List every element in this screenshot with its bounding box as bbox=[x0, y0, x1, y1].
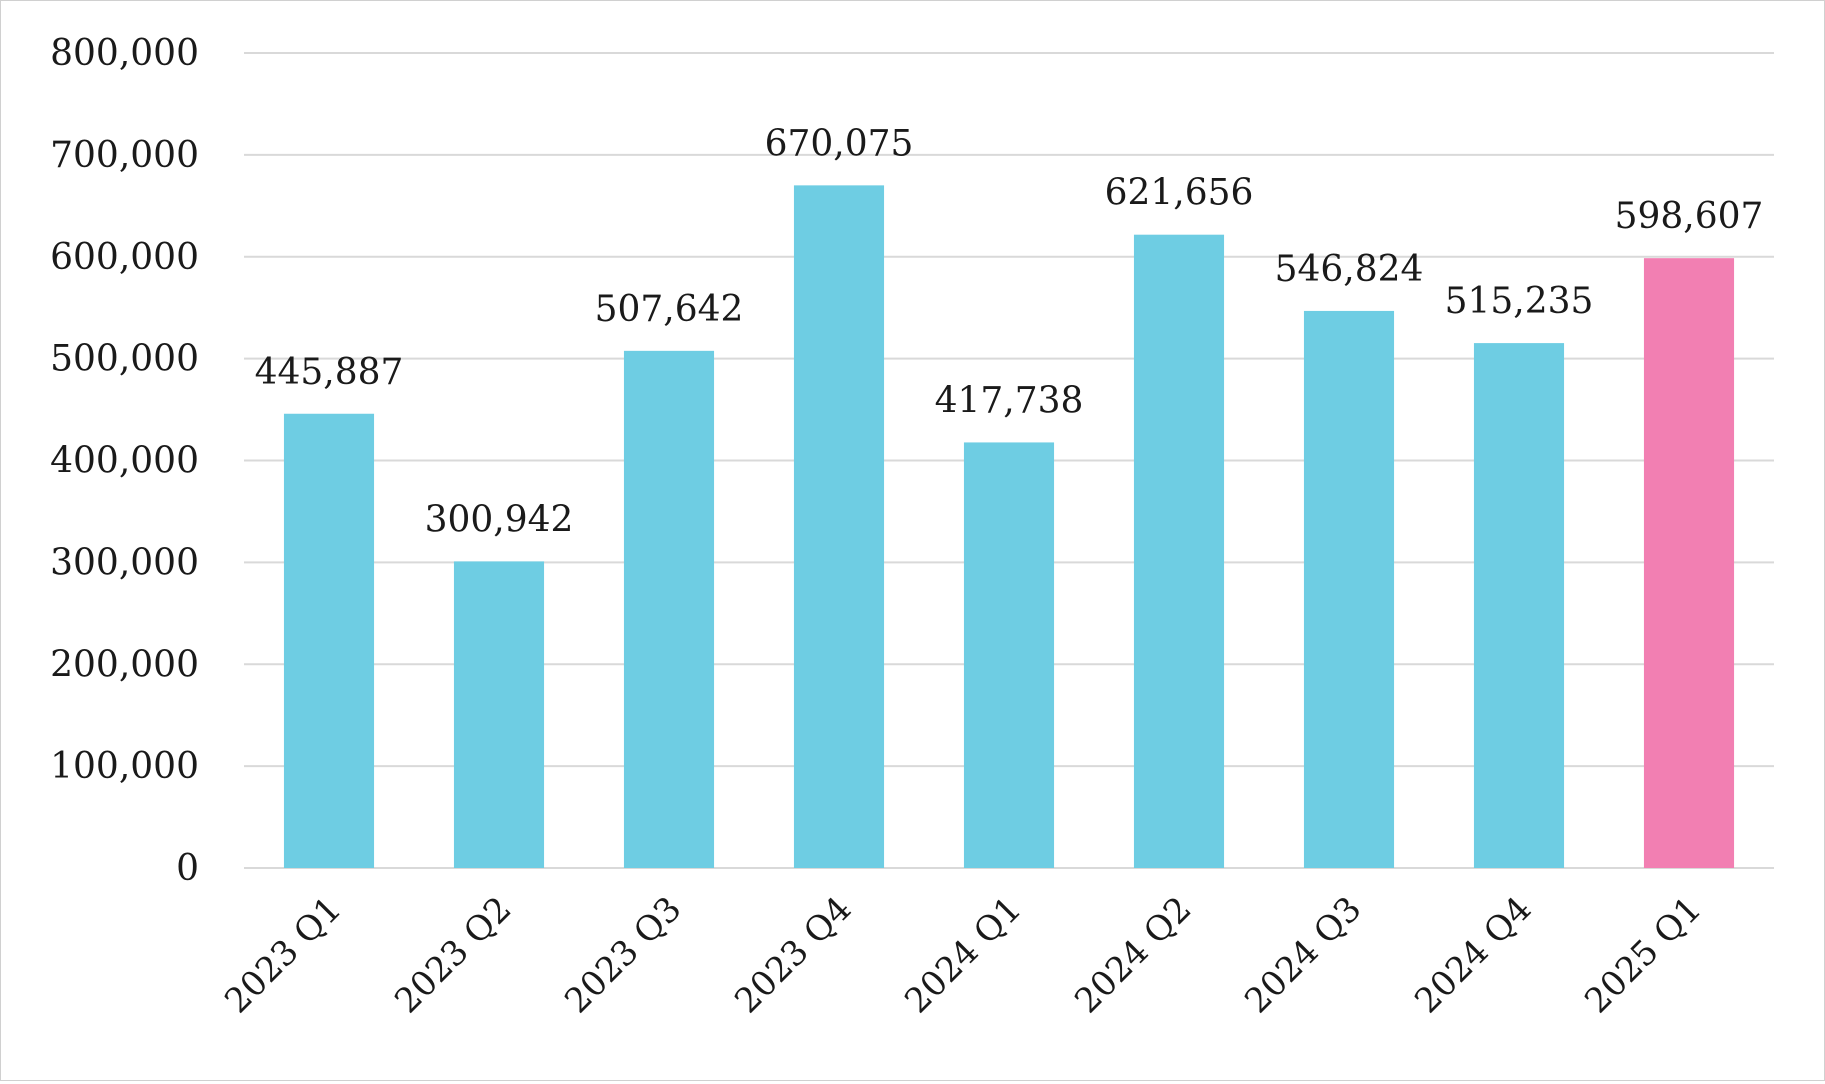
bar-2023-q1 bbox=[283, 413, 375, 868]
data-labels: 445,887 300,942 507,642 670,075 417,738 621,6… bbox=[255, 123, 1764, 540]
bars bbox=[283, 185, 1735, 869]
bar-2023-q4 bbox=[793, 185, 885, 869]
data-label: 417,738 bbox=[935, 380, 1084, 421]
data-label: 300,942 bbox=[425, 499, 574, 540]
bar-2025-q1 bbox=[1643, 258, 1735, 868]
y-tick-label: 0 bbox=[176, 848, 199, 889]
y-axis: 0 100,000 200,000 300,000 400,000 500,000 600,… bbox=[50, 33, 199, 889]
x-tick-label: 2023 Q1 bbox=[217, 889, 349, 1021]
bar-2024-q2 bbox=[1133, 234, 1225, 869]
bar-2023-q2 bbox=[453, 561, 545, 868]
y-tick-label: 500,000 bbox=[50, 339, 199, 380]
data-label: 507,642 bbox=[595, 289, 744, 330]
y-tick-label: 300,000 bbox=[50, 542, 199, 583]
bar-2024-q1 bbox=[963, 442, 1055, 868]
data-label: 670,075 bbox=[765, 123, 914, 164]
y-tick-label: 400,000 bbox=[50, 441, 199, 482]
x-axis: 2023 Q1 2023 Q2 2023 Q3 2023 Q4 2024 Q1 2024 … bbox=[217, 889, 1709, 1021]
x-tick-label: 2024 Q4 bbox=[1407, 889, 1539, 1021]
data-label: 598,607 bbox=[1615, 196, 1764, 237]
x-tick-label: 2024 Q1 bbox=[897, 889, 1029, 1021]
bar-2024-q4 bbox=[1473, 343, 1565, 868]
y-tick-label: 700,000 bbox=[50, 135, 199, 176]
data-label: 621,656 bbox=[1105, 173, 1254, 214]
y-tick-label: 800,000 bbox=[50, 33, 199, 74]
y-tick-label: 600,000 bbox=[50, 237, 199, 278]
bar-2024-q3 bbox=[1303, 310, 1395, 868]
data-label: 515,235 bbox=[1445, 281, 1594, 322]
x-tick-label: 2025 Q1 bbox=[1577, 889, 1709, 1021]
x-tick-label: 2024 Q2 bbox=[1067, 889, 1199, 1021]
bar-2023-q3 bbox=[623, 350, 715, 868]
y-tick-label: 100,000 bbox=[50, 746, 199, 787]
x-tick-label: 2024 Q3 bbox=[1237, 889, 1369, 1021]
data-label: 445,887 bbox=[255, 352, 404, 393]
x-tick-label: 2023 Q2 bbox=[387, 889, 519, 1021]
y-tick-label: 200,000 bbox=[50, 644, 199, 685]
x-tick-label: 2023 Q4 bbox=[727, 889, 859, 1021]
data-label: 546,824 bbox=[1275, 249, 1424, 290]
x-tick-label: 2023 Q3 bbox=[557, 889, 689, 1021]
